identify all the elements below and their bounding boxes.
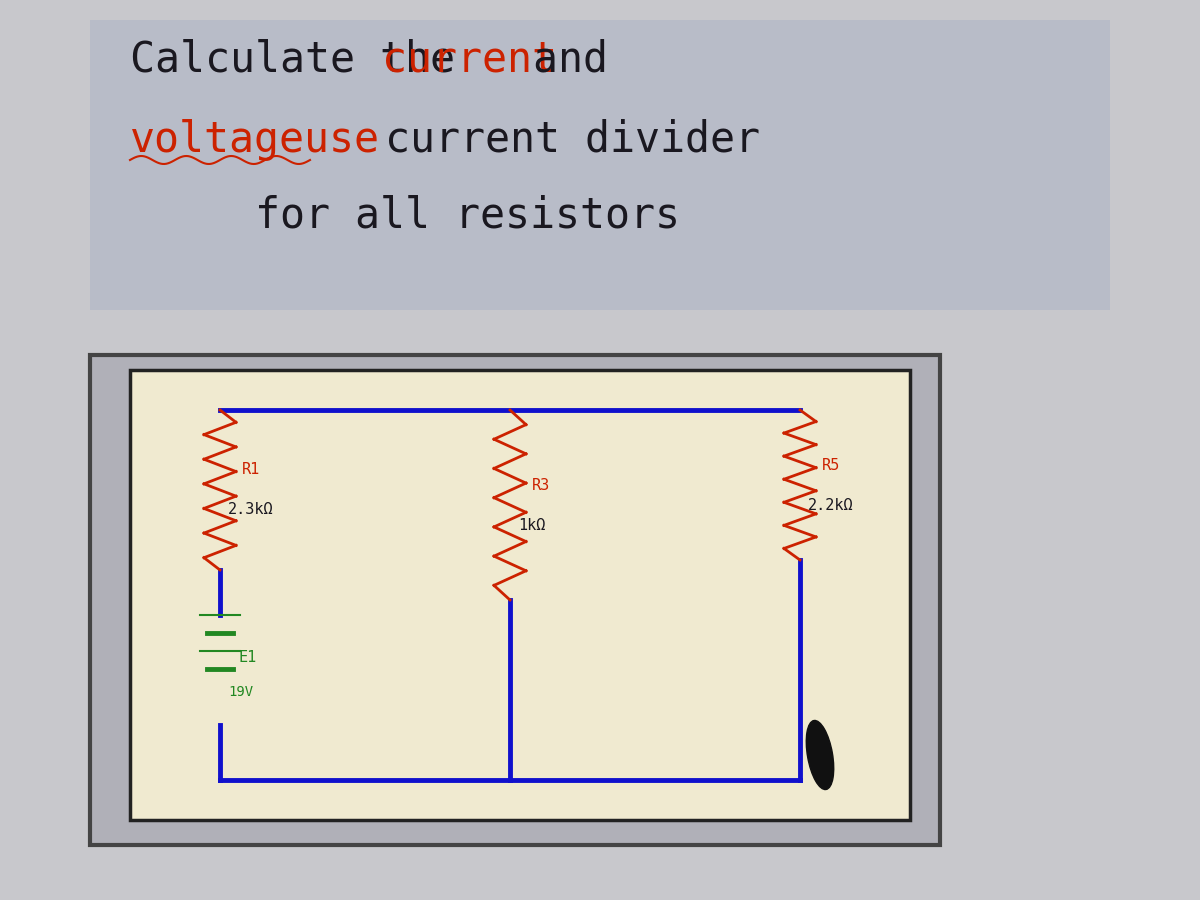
Bar [130,370,910,820]
Ellipse shape [806,721,834,789]
Text: 19V: 19V [228,685,253,699]
Text: R5: R5 [822,457,840,472]
Text: Calculate the: Calculate the [130,39,480,81]
Text: for all resistors: for all resistors [130,194,680,236]
Bar [90,355,940,845]
Text: 2.3kΩ: 2.3kΩ [228,502,274,518]
Text: R1: R1 [242,463,260,478]
Text: current: current [382,39,557,81]
Text: R3: R3 [532,478,551,492]
Text: current divider: current divider [310,119,760,161]
Text: E1: E1 [238,651,257,665]
Text: 1kΩ: 1kΩ [518,518,545,533]
Text: 2.2kΩ: 2.2kΩ [808,498,853,512]
Text: and: and [508,39,608,81]
Bar [90,20,1110,310]
Text: voltageuse: voltageuse [130,119,380,161]
